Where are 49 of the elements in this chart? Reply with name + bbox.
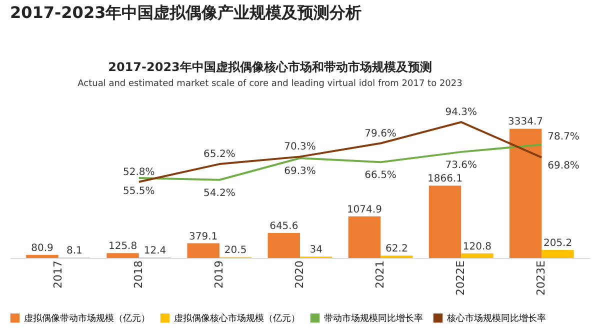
data-label: 125.8 [108, 241, 138, 252]
legend-label: 核心市场规模同比增长率 [446, 313, 546, 324]
data-label: 12.4 [144, 246, 166, 257]
data-label: 54.2% [204, 188, 236, 199]
chart-subtitle: 2017-2023年中国虚拟偶像核心市场和带动市场规模及预测 [108, 60, 432, 74]
bar [348, 216, 381, 258]
text: Actual and estimated market scale of core and leading virtual idol from 2017 to 2023 [78, 79, 462, 89]
x-tick-label: 2022E [454, 260, 468, 296]
data-label: 52.8% [123, 166, 155, 178]
x-tick-label: 2018 [132, 260, 145, 288]
data-label: 66.5% [364, 170, 396, 182]
legend-label: 虚拟偶像核心市场规模（亿元） [174, 313, 300, 324]
data-label: 8.1 [66, 246, 82, 257]
data-label: 205.2 [543, 238, 572, 250]
data-label: 645.6 [270, 220, 298, 232]
data-label: 62.2 [386, 244, 408, 255]
x-tick-label: 2020 [293, 260, 306, 288]
data-label: 70.3% [284, 142, 316, 153]
data-label: 3334.7 [508, 116, 544, 128]
bar [542, 250, 574, 258]
data-label: 79.6% [364, 128, 396, 140]
bar [268, 232, 300, 258]
data-label: 80.9 [31, 242, 54, 254]
x-tick-label: 2023E [534, 260, 548, 296]
x-tick-label: 2017 [51, 260, 64, 288]
bar [26, 254, 58, 258]
data-label: 1074.9 [346, 204, 382, 216]
data-label: 1866.1 [428, 174, 462, 185]
data-label: 120.8 [462, 241, 492, 252]
bar [428, 186, 462, 258]
x-tick-label: 2021 [374, 260, 387, 288]
data-label: 94.3% [445, 107, 477, 118]
bar [106, 253, 139, 258]
legend-label: 虚拟偶像带动市场规模（亿元） [24, 313, 150, 324]
bar [509, 128, 542, 258]
data-label: 379.1 [189, 231, 218, 242]
legend-label: 带动市场规模同比增长率 [324, 313, 423, 324]
bar [187, 243, 220, 258]
data-label: 78.7% [548, 132, 580, 143]
bar [461, 253, 494, 258]
data-label: 69.8% [548, 160, 580, 172]
x-tick-label: 2019 [212, 260, 226, 288]
data-label: 69.3% [284, 166, 316, 178]
data-label: 20.5 [224, 245, 247, 256]
data-label: 34 [310, 244, 322, 256]
data-label: 55.5% [123, 186, 155, 198]
data-label: 65.2% [204, 149, 236, 160]
chart-title: 2017-2023年中国虚拟偶像产业规模及预测分析 [10, 3, 362, 22]
data-label: 73.6% [445, 160, 477, 171]
